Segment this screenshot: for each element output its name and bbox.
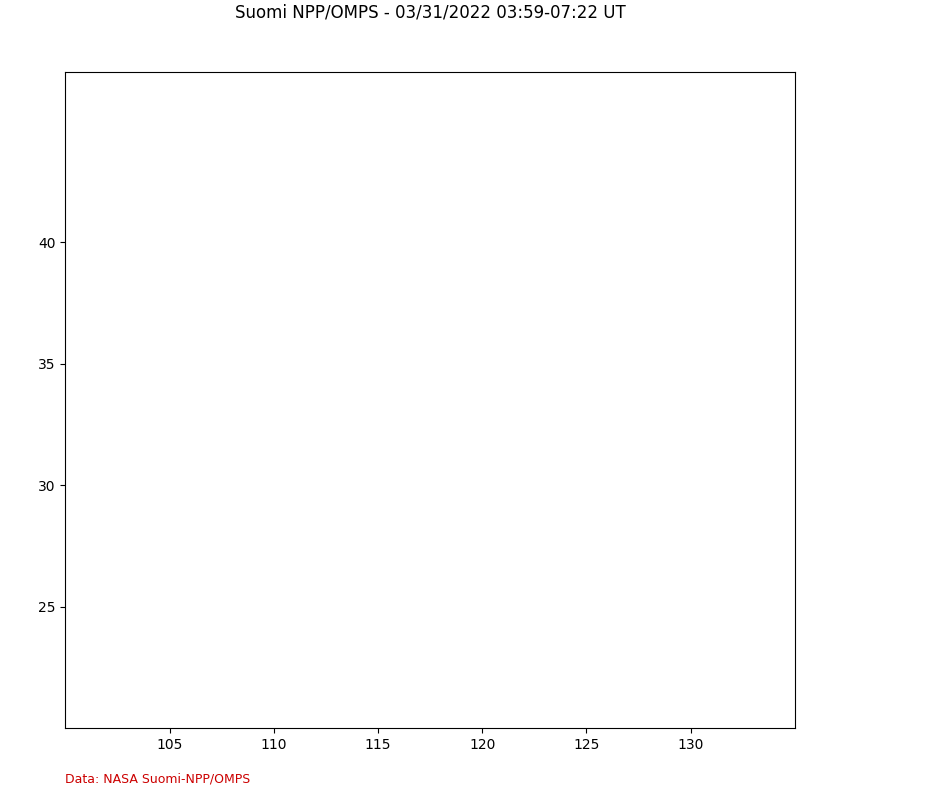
Text: Suomi NPP/OMPS - 03/31/2022 03:59-07:22 UT: Suomi NPP/OMPS - 03/31/2022 03:59-07:22 … [235,4,626,22]
Text: Data: NASA Suomi-NPP/OMPS: Data: NASA Suomi-NPP/OMPS [65,773,251,786]
